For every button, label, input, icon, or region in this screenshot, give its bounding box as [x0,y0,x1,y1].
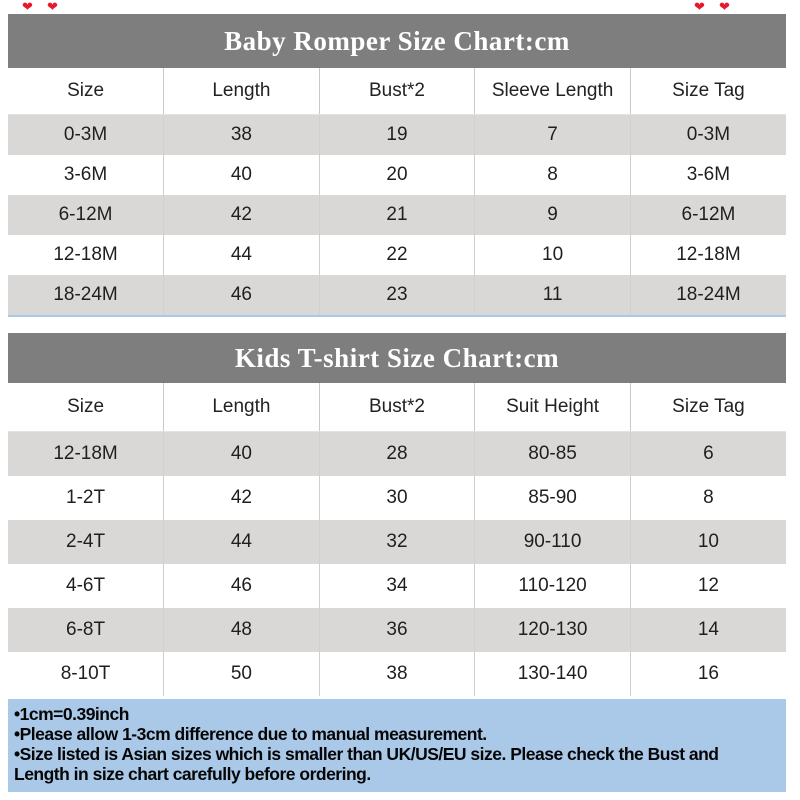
table-cell: 110-120 [474,564,631,608]
table-cell: 44 [163,235,320,275]
kids-tshirt-title: Kids T-shirt Size Chart:cm [8,333,786,383]
table-cell: 85-90 [474,476,631,520]
table-row: 8-10T 50 38 130-140 16 [8,652,786,696]
table-row: 6-12M 42 21 9 6-12M [8,195,786,235]
table-row: 4-6T 46 34 110-120 12 [8,564,786,608]
table-cell: 42 [163,476,320,520]
blue-divider [8,315,786,317]
table-row: 12-18M 40 28 80-85 6 [8,431,786,476]
table-cell: 20 [319,155,476,195]
table-cell: 19 [319,114,476,155]
table-cell: 38 [319,652,476,696]
table-cell: 12-18M [676,244,741,265]
table-row: 2-4T 44 32 90-110 10 [8,520,786,564]
column-header: Sleeve Length [474,68,631,115]
table-cell: 34 [319,564,476,608]
table-cell: 48 [163,608,320,652]
table-cell: 22 [319,235,476,275]
table-cell: 46 [163,275,320,315]
table-row: 6-8T 48 36 120-130 14 [8,608,786,652]
table-cell: 3-6M [8,155,165,195]
column-header: Length [163,68,320,115]
table-cell: 10 [474,235,631,275]
table-cell: 7 [474,114,631,155]
table-cell: 6 [703,443,714,464]
table-cell: 32 [319,520,476,564]
table-cell: 36 [319,608,476,652]
table-cell: 6-8T [8,608,165,652]
header-row: Size Length Bust*2 Sleeve Length Size Tag [8,68,786,115]
header-row: Size Length Bust*2 Suit Height Size Tag [8,383,786,432]
table-row: 0-3M 38 19 7 0-3M [8,114,786,155]
table-cell: 30 [319,476,476,520]
table-cell: 18-24M [676,284,741,305]
table-cell: 80-85 [474,431,631,476]
table-cell: 11 [474,275,631,315]
column-header: Suit Height [474,383,631,432]
table-row: 1-2T 42 30 85-90 8 [8,476,786,520]
baby-romper-section: Baby Romper Size Chart:cm Size Length Bust… [8,14,786,315]
table-cell: 12 [697,575,719,596]
baby-romper-title: Baby Romper Size Chart:cm [8,14,786,68]
table-cell: 8-10T [8,652,165,696]
notes-panel: •1cm=0.39inch •Please allow 1-3cm differe… [8,699,786,792]
table-cell: 6-12M [8,195,165,235]
column-header: Size Tag [630,68,786,115]
table-cell: 120-130 [474,608,631,652]
table-cell: 50 [163,652,320,696]
table-cell: 10 [697,531,719,552]
column-header: Size Tag [630,383,786,432]
column-header: Length [163,383,320,432]
table-cell: 40 [163,431,320,476]
table-cell: 44 [163,520,320,564]
table-cell: 1-2T [8,476,165,520]
table-cell: 38 [163,114,320,155]
table-cell: 8 [703,487,714,508]
heart-icon: ❤ [22,0,33,14]
heart-icon: ❤ [694,0,705,14]
table-cell: 2-4T [8,520,165,564]
heart-icon: ❤ [47,0,58,14]
column-header: Size [8,383,165,432]
table-cell: 8 [474,155,631,195]
table-cell: 0-3M [8,114,165,155]
table-cell: 23 [319,275,476,315]
column-header: Bust*2 [319,68,476,115]
table-row: 18-24M 46 23 11 18-24M [8,275,786,315]
heart-icon: ❤ [719,0,730,14]
table-cell: 9 [474,195,631,235]
table-cell: 130-140 [474,652,631,696]
table-cell: 28 [319,431,476,476]
note-line: •1cm=0.39inch [14,704,129,724]
column-header: Bust*2 [319,383,476,432]
baby-romper-size-table: Size Length Bust*2 Sleeve Length Size Tag 0-3… [8,68,786,315]
table-cell: 0-3M [686,124,731,145]
table-row: 12-18M 44 22 10 12-18M [8,235,786,275]
table-cell: 6-12M [681,204,736,225]
table-cell: 46 [163,564,320,608]
note-line: •Please allow 1-3cm difference due to ma… [14,724,487,744]
table-cell: 42 [163,195,320,235]
table-cell: 21 [319,195,476,235]
note-line: •Size listed is Asian sizes which is sma… [14,744,719,784]
table-cell: 12-18M [8,235,165,275]
table-cell: 4-6T [8,564,165,608]
table-row: 3-6M 40 20 8 3-6M [8,155,786,195]
table-cell: 40 [163,155,320,195]
table-cell: 14 [697,619,719,640]
size-chart-page: Baby Romper Size Chart:cm Size Length Bust… [8,14,786,792]
table-cell: 16 [697,663,719,684]
table-cell: 12-18M [8,431,165,476]
kids-tshirt-size-table: Size Length Bust*2 Suit Height Size Tag 12-18… [8,383,786,696]
table-cell: 3-6M [686,164,731,185]
table-cell: 18-24M [8,275,165,315]
table-cell: 90-110 [474,520,631,564]
column-header: Size [8,68,165,115]
kids-tshirt-section: Kids T-shirt Size Chart:cm Size Length Bus… [8,333,786,696]
